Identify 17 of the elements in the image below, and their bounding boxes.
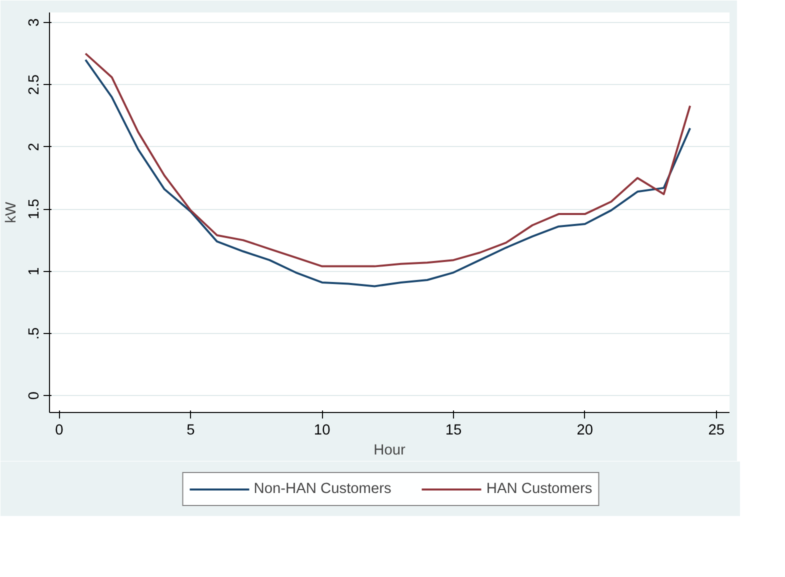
x-tick-label: 15: [445, 422, 462, 438]
y-axis-title: kW: [4, 202, 20, 224]
x-axis-title: Hour: [374, 442, 406, 458]
legend-label: Non-HAN Customers: [254, 480, 392, 496]
y-tick-label: 2: [26, 142, 42, 151]
y-tick-label: 1: [26, 267, 42, 276]
x-tick-label: 10: [314, 422, 330, 438]
x-tick-label: 5: [186, 422, 195, 438]
y-tick-label: 0: [26, 392, 42, 400]
legend-label: HAN Customers: [486, 480, 592, 496]
y-tick-label: 1.5: [26, 198, 42, 220]
x-tick-label: 25: [708, 422, 725, 438]
y-tick-label: .5: [26, 327, 42, 340]
y-tick-label: 3: [26, 18, 42, 27]
y-tick-label: 2.5: [26, 74, 42, 95]
x-tick-label: 0: [55, 422, 64, 438]
x-tick-label: 20: [576, 422, 594, 438]
